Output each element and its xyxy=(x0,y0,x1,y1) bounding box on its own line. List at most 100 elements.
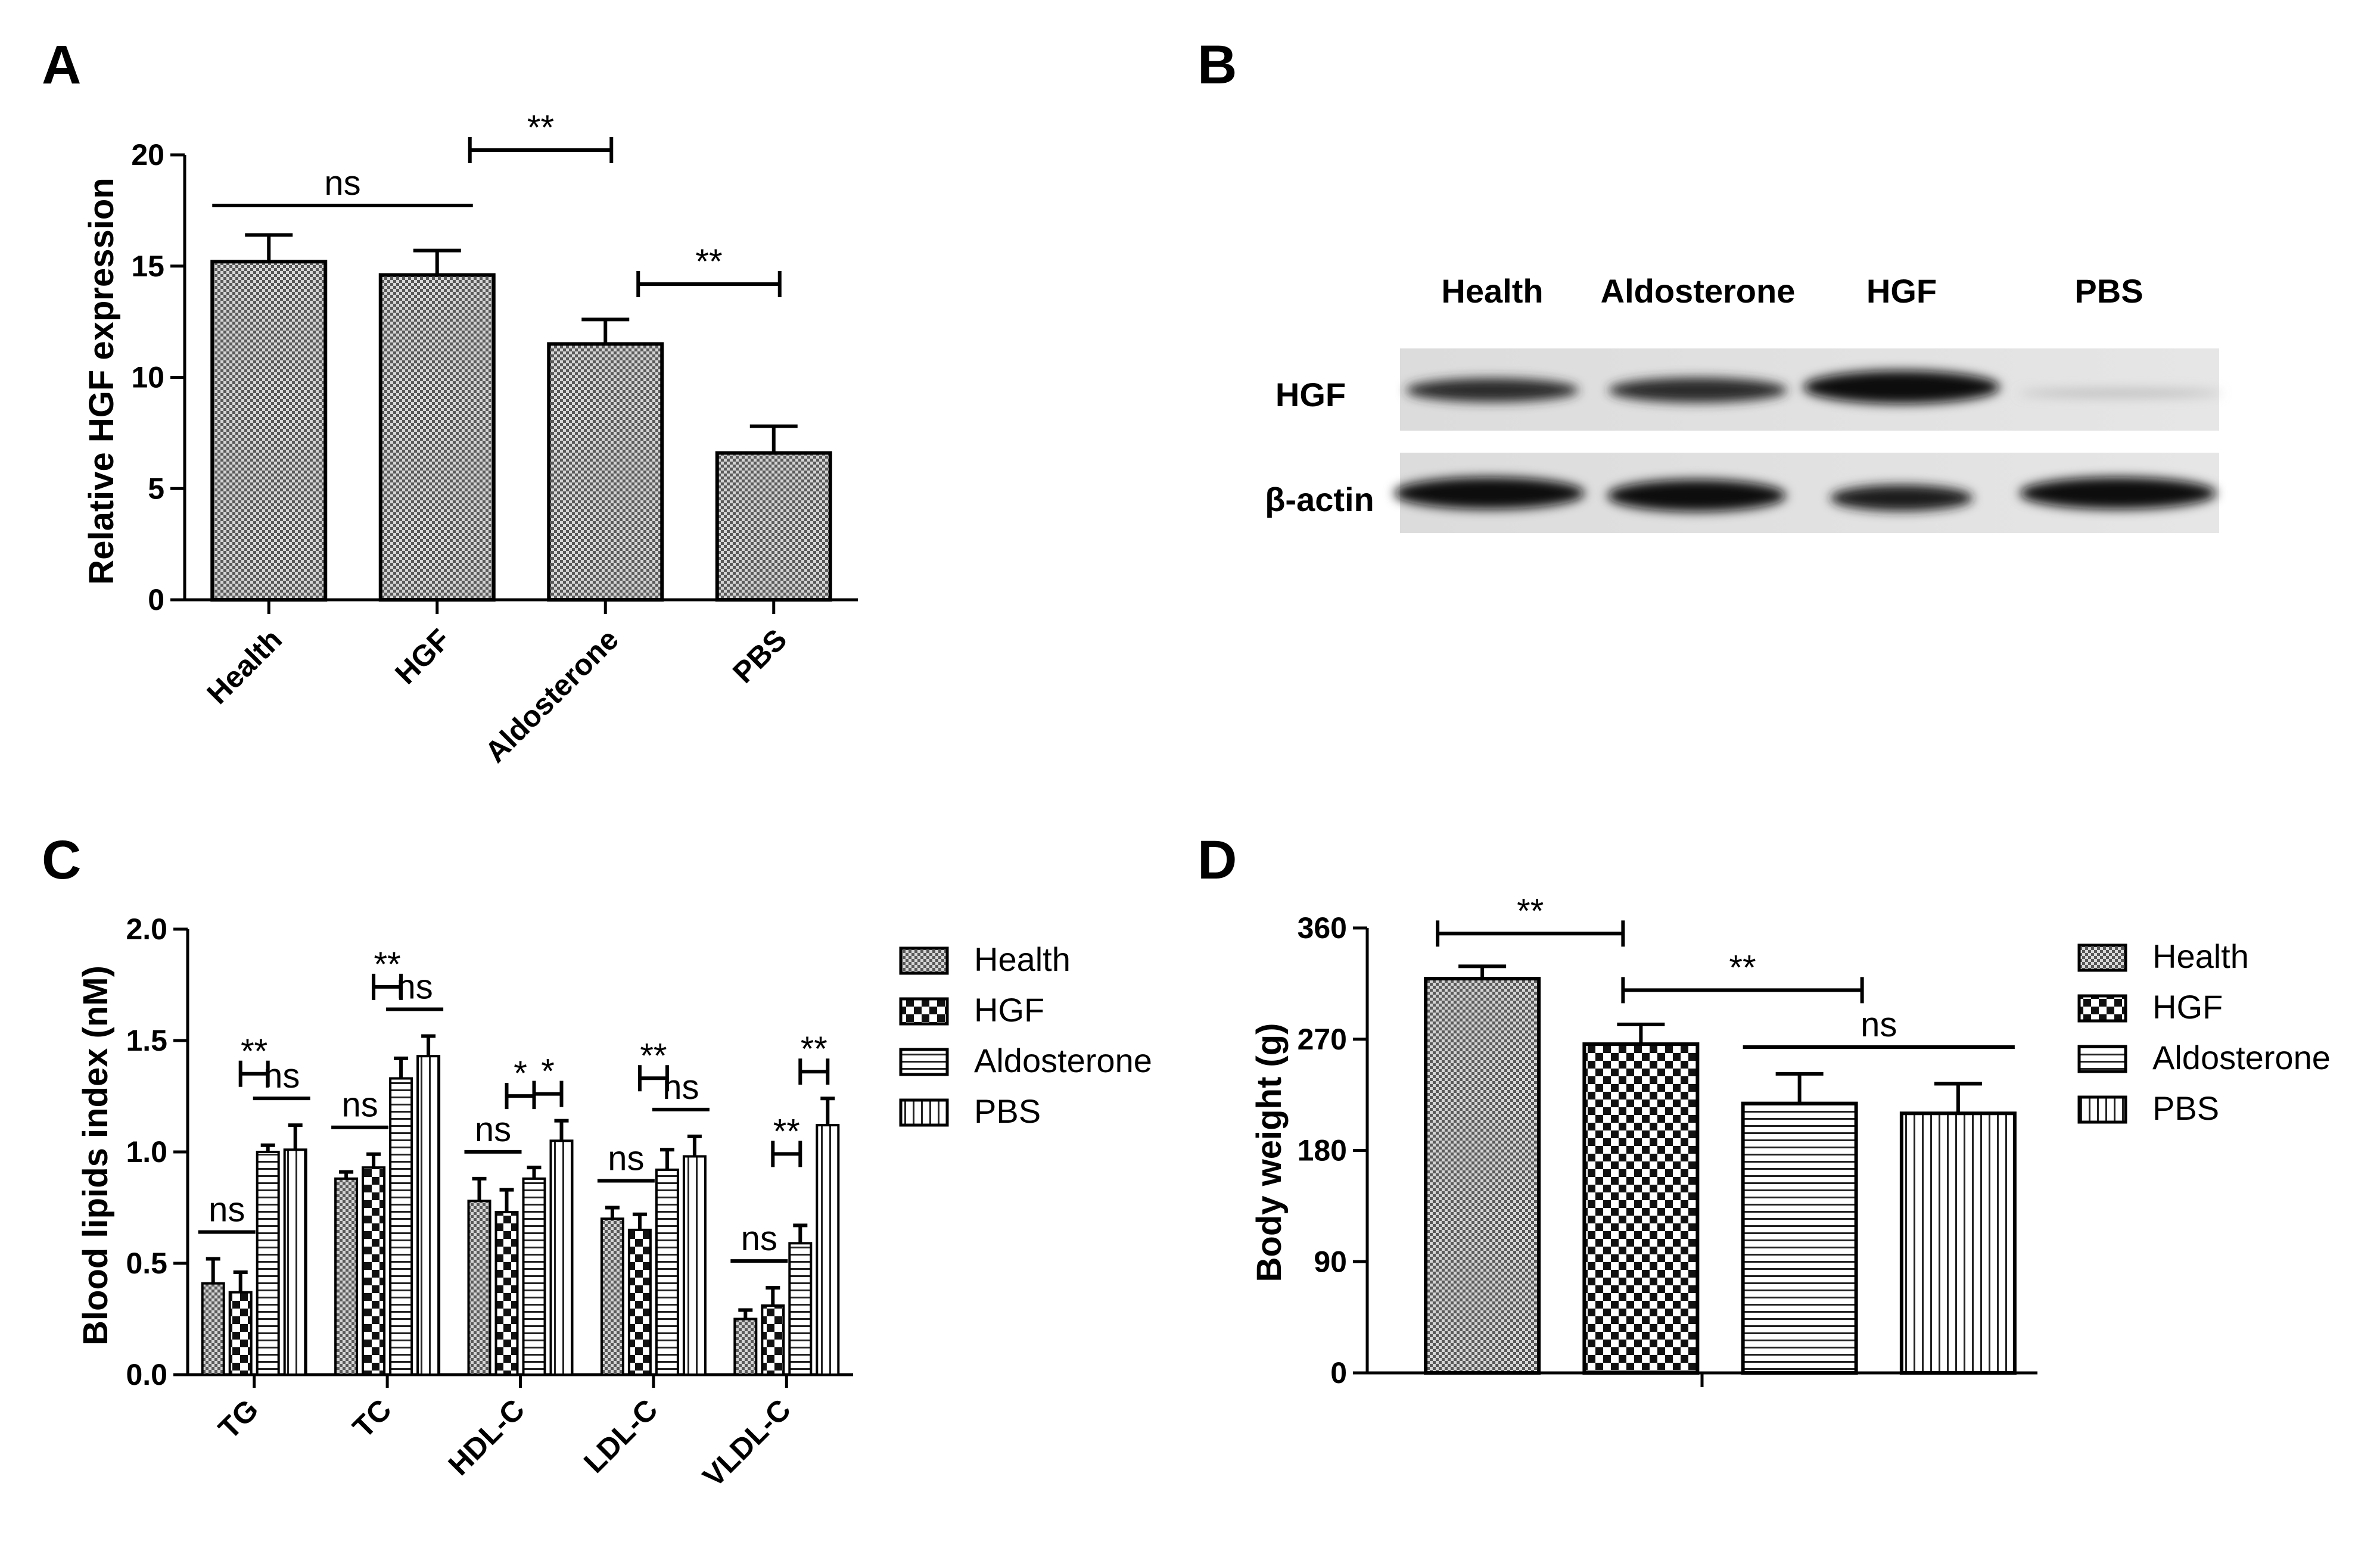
x-tick-label-hdl-c: HDL-C xyxy=(442,1393,531,1482)
bar-vldl-c-aldosterone xyxy=(788,1242,813,1376)
y-tick-label-c: 1.5 xyxy=(126,1024,167,1057)
y-tick-label-d: 270 xyxy=(1298,1023,1347,1056)
x-tick-label-ldl-c: LDL-C xyxy=(577,1393,664,1480)
legend-swatch-hgf xyxy=(899,997,949,1026)
panel-letter-a: A xyxy=(42,35,81,95)
legend-swatch-aldosterone xyxy=(899,1048,949,1076)
panel-letter-c: C xyxy=(42,830,81,890)
significance-label-c-12: ns xyxy=(741,1219,777,1258)
band-hgf-health xyxy=(1406,378,1579,402)
band-hgf-aldosterone xyxy=(1609,378,1787,403)
legend-swatch-aldosterone xyxy=(2077,1045,2127,1073)
x-tick-label-aldosterone: Aldosterone xyxy=(478,622,625,769)
x-tick-label-tg: TG xyxy=(212,1393,265,1446)
plot-area-a: 0 5 10 15 20 Health HGF Aldosterone PBS ns ** ** xyxy=(131,108,858,769)
legend-label-hgf: HGF xyxy=(2152,988,2223,1026)
panel-d: D Body weight (g) 0 90 180 270 360 ** ** ns Hea… xyxy=(1197,830,2331,1390)
lane-label-pbs: PBS xyxy=(2074,272,2143,310)
significance-label-c-8: * xyxy=(541,1052,555,1091)
x-tick-label-tc: TC xyxy=(346,1393,398,1444)
significance-label-c-3: ns xyxy=(341,1086,378,1125)
y-tick-label-d: 90 xyxy=(1314,1245,1347,1278)
band-hgf-hgf xyxy=(1803,370,2000,404)
y-tick-label-a: 20 xyxy=(131,138,164,172)
bar-hgf xyxy=(378,273,496,602)
bar-pbs xyxy=(1899,1111,2017,1375)
legend-label-pbs: PBS xyxy=(2152,1089,2219,1127)
y-tick-label-a: 5 xyxy=(148,472,164,505)
plot-area-d: 0 90 180 270 360 ** ** ns xyxy=(1298,892,2037,1390)
panel-letter-b: B xyxy=(1197,35,1237,95)
significance-label-c-1: ** xyxy=(241,1032,267,1071)
y-axis-title-d: Body weight (g) xyxy=(1250,1023,1289,1282)
bar-ldl-c-health xyxy=(600,1217,624,1376)
significance-label-c-11: ns xyxy=(662,1068,699,1107)
blot-beta-actin xyxy=(1394,453,2219,533)
significance-label-c-7: * xyxy=(514,1054,527,1093)
lane-label-aldosterone: Aldosterone xyxy=(1601,272,1796,310)
y-tick-label-a: 0 xyxy=(148,583,164,616)
legend-d: Health HGF Aldosterone PBS xyxy=(2077,937,2331,1127)
lane-label-health: Health xyxy=(1441,272,1543,310)
band-actin-hgf xyxy=(1830,485,1973,511)
bar-tc-pbs xyxy=(416,1055,441,1376)
legend-label-health: Health xyxy=(974,940,1071,978)
legend-label-aldosterone: Aldosterone xyxy=(2152,1039,2331,1076)
bar-hgf xyxy=(1582,1042,1700,1375)
significance-label-d-2: ns xyxy=(1861,1005,1897,1044)
x-tick-label-pbs: PBS xyxy=(726,622,793,689)
y-tick-label-c: 0.0 xyxy=(126,1358,167,1391)
bar-vldl-c-hgf xyxy=(761,1304,785,1376)
bar-hdl-c-pbs xyxy=(549,1139,574,1376)
panel-a: A Relative HGF expression 0 5 10 15 20 Health… xyxy=(42,35,858,769)
significance-label-c-2: ns xyxy=(263,1057,300,1095)
legend-label-health: Health xyxy=(2152,937,2249,975)
significance-label-c-5: ns xyxy=(396,968,433,1007)
bar-ldl-c-hgf xyxy=(627,1228,652,1376)
panel-c: C Blood lipids index (nM) 0.0 0.5 1.0 1.5 2.… xyxy=(42,830,1152,1493)
panel-b: B Health Aldosterone HGF PBS HGF β-actin xyxy=(1197,35,2222,533)
y-tick-label-d: 0 xyxy=(1330,1356,1347,1390)
row-label-beta-actin: β-actin xyxy=(1265,481,1374,518)
legend-label-hgf: HGF xyxy=(974,991,1044,1029)
significance-label-a-0: ns xyxy=(324,164,360,203)
band-hgf-pbs xyxy=(2020,389,2222,397)
y-tick-label-c: 0.5 xyxy=(126,1247,167,1280)
lane-label-hgf: HGF xyxy=(1866,272,1937,310)
significance-label-c-4: ** xyxy=(374,945,401,984)
x-tick-label-health: Health xyxy=(200,622,288,711)
legend-swatch-health xyxy=(2077,943,2127,972)
row-label-hgf: HGF xyxy=(1275,376,1346,413)
plot-area-c: 0.00.51.01.52.0TG TC HDL-C LDL-C VLDL-Cns**n… xyxy=(126,912,853,1493)
bar-hdl-c-health xyxy=(467,1200,491,1376)
bar-aldosterone xyxy=(1741,1101,1858,1375)
significance-label-d-0: ** xyxy=(1517,892,1544,930)
x-tick-label-vldl-c: VLDL-C xyxy=(696,1393,797,1493)
bar-tg-pbs xyxy=(283,1148,307,1376)
significance-label-d-1: ** xyxy=(1729,948,1756,987)
bar-ldl-c-aldosterone xyxy=(655,1168,679,1376)
legend-c: Health HGF Aldosterone PBS xyxy=(899,940,1152,1130)
significance-label-c-0: ns xyxy=(209,1191,245,1229)
significance-label-c-6: ns xyxy=(475,1110,511,1149)
significance-label-c-10: ** xyxy=(640,1036,667,1075)
bar-tg-hgf xyxy=(228,1291,253,1376)
bar-health xyxy=(1424,977,1541,1375)
bar-health xyxy=(210,260,328,602)
bar-hdl-c-hgf xyxy=(494,1210,519,1376)
y-tick-label-d: 360 xyxy=(1298,911,1347,945)
y-axis-title-a: Relative HGF expression xyxy=(82,177,121,584)
y-tick-label-a: 10 xyxy=(131,361,164,394)
bar-aldosterone xyxy=(547,342,664,602)
x-tick-label-hgf: HGF xyxy=(388,622,456,690)
band-actin-health xyxy=(1394,477,1585,509)
y-tick-label-d: 180 xyxy=(1298,1134,1347,1167)
legend-label-aldosterone: Aldosterone xyxy=(974,1042,1152,1079)
significance-label-c-13: ** xyxy=(773,1112,800,1151)
blot-hgf xyxy=(1400,348,2222,431)
legend-swatch-hgf xyxy=(2077,994,2127,1023)
bar-tc-hgf xyxy=(362,1166,386,1376)
band-actin-pbs xyxy=(2020,477,2216,509)
y-tick-label-c: 2.0 xyxy=(126,912,167,946)
